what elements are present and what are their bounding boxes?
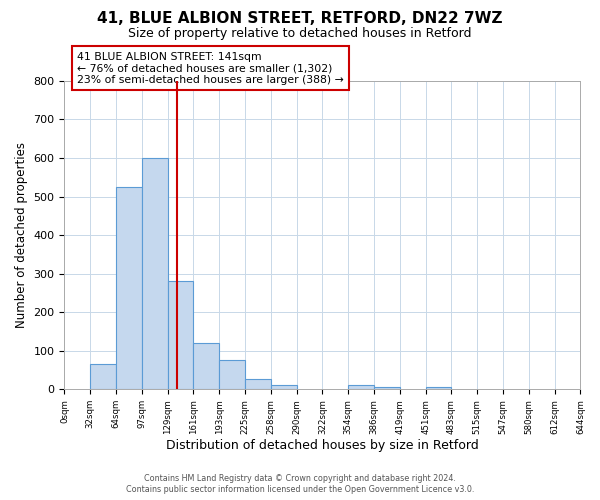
Bar [168, 282, 193, 390]
Text: Contains HM Land Registry data © Crown copyright and database right 2024.
Contai: Contains HM Land Registry data © Crown c… [126, 474, 474, 494]
Bar [426, 388, 451, 390]
Bar [348, 386, 374, 390]
Bar [271, 384, 297, 390]
Y-axis label: Number of detached properties: Number of detached properties [15, 142, 28, 328]
Bar [193, 343, 219, 390]
Text: 41, BLUE ALBION STREET, RETFORD, DN22 7WZ: 41, BLUE ALBION STREET, RETFORD, DN22 7W… [97, 11, 503, 26]
Text: Size of property relative to detached houses in Retford: Size of property relative to detached ho… [128, 28, 472, 40]
Bar [116, 187, 142, 390]
Bar [374, 388, 400, 390]
X-axis label: Distribution of detached houses by size in Retford: Distribution of detached houses by size … [166, 440, 479, 452]
Bar [90, 364, 116, 390]
Bar [245, 378, 271, 390]
Bar [219, 360, 245, 390]
Text: 41 BLUE ALBION STREET: 141sqm
← 76% of detached houses are smaller (1,302)
23% o: 41 BLUE ALBION STREET: 141sqm ← 76% of d… [77, 52, 344, 84]
Bar [142, 158, 168, 390]
